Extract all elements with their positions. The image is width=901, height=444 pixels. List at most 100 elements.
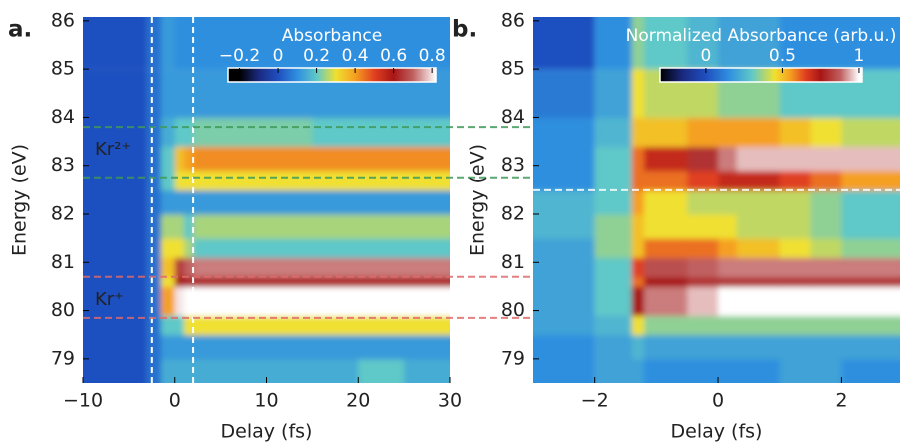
heatmap-cell	[631, 146, 645, 172]
heatmap-cell	[631, 334, 645, 360]
heatmap-cell	[193, 189, 222, 215]
heatmap-cell	[533, 189, 595, 215]
heatmap-cell	[594, 146, 633, 172]
heatmap-cell	[810, 189, 843, 215]
heatmap-cell	[810, 170, 843, 191]
x-tick-label: 20	[346, 390, 370, 412]
heatmap-cell	[358, 315, 405, 336]
heatmap-cell	[160, 276, 176, 288]
heatmap-cell	[174, 17, 185, 70]
x-tick-label: −10	[63, 390, 103, 412]
heatmap-cell	[174, 276, 185, 288]
heatmap-cell	[736, 257, 781, 278]
heatmap-cell	[687, 214, 719, 239]
heatmap-cell	[631, 170, 645, 191]
colorbar-title: Normalized Absorbance (arb.u.)	[626, 26, 897, 46]
plot-area	[533, 17, 900, 383]
heatmap-cell	[83, 69, 148, 119]
y-tick-label: 79	[51, 347, 75, 369]
heatmap-cell	[147, 238, 162, 259]
heatmap-cell	[736, 276, 781, 288]
heatmap-cell	[736, 17, 781, 70]
y-tick-label: 84	[501, 106, 525, 128]
heatmap-cell	[183, 286, 194, 317]
heatmap-cell	[358, 117, 405, 148]
heatmap-cell	[183, 170, 194, 191]
heatmap-cell	[779, 276, 812, 288]
ion-label: Kr⁺	[95, 289, 124, 310]
heatmap-cell	[174, 315, 185, 336]
heatmap-cell	[644, 238, 688, 259]
heatmap-cell	[266, 276, 313, 288]
heatmap-cell	[174, 146, 185, 172]
heatmap-cell	[687, 276, 719, 288]
heatmap-cell	[841, 334, 900, 360]
heatmap-cell	[718, 334, 738, 360]
heatmap-cell	[160, 334, 176, 360]
colorbar-tick-label: 0.6	[380, 46, 407, 66]
heatmap-cell	[718, 238, 738, 259]
heatmap-cell	[736, 334, 781, 360]
y-tick-label: 81	[501, 251, 525, 273]
heatmap-cell	[841, 276, 900, 288]
heatmap-cell	[687, 315, 719, 336]
heatmap-cell	[736, 214, 781, 239]
colorbar-tick-label: 0.2	[303, 46, 330, 66]
heatmap-cell	[266, 286, 313, 317]
y-axis-label: Energy (eV)	[9, 144, 31, 256]
heatmap-cell	[687, 170, 719, 191]
heatmap-cell	[644, 146, 688, 172]
heatmap-cell	[687, 286, 719, 317]
heatmap-cell	[404, 189, 450, 215]
heatmap-cell	[779, 170, 812, 191]
y-tick-label: 86	[501, 9, 525, 31]
y-tick-label: 80	[51, 299, 75, 321]
heatmap-cell	[83, 214, 148, 239]
heatmap-cell	[718, 117, 738, 148]
heatmap-cell	[594, 286, 633, 317]
heatmap-cell	[174, 358, 185, 383]
heatmap-cell	[404, 238, 450, 259]
heatmap-cell	[631, 276, 645, 288]
heatmap-cell	[779, 238, 812, 259]
heatmap-cell	[312, 276, 359, 288]
heatmap-cell	[220, 286, 268, 317]
heatmap-cell	[220, 358, 268, 383]
heatmap-cell	[687, 238, 719, 259]
heatmap-cell	[736, 170, 781, 191]
heatmap-cell	[810, 17, 843, 70]
y-tick-label: 83	[501, 154, 525, 176]
heatmap-cell	[644, 257, 688, 278]
heatmap-cell	[83, 276, 148, 288]
heatmap-cell	[220, 238, 268, 259]
heatmap-cell	[594, 170, 633, 191]
heatmap-cell	[644, 189, 688, 215]
x-tick-label: 10	[254, 390, 278, 412]
heatmap-cell	[174, 117, 185, 148]
heatmap-cell	[404, 257, 450, 278]
heatmap-cell	[183, 69, 194, 119]
heatmap-cell	[404, 358, 450, 383]
heatmap-cell	[83, 334, 148, 360]
heatmap-cell	[174, 69, 185, 119]
x-tick-label: 0	[712, 390, 724, 412]
heatmap-cell	[631, 69, 645, 119]
heatmap-cell	[160, 358, 176, 383]
heatmap-cell	[841, 17, 900, 70]
heatmap-cell	[687, 257, 719, 278]
heatmap-cell	[160, 214, 176, 239]
heatmap-cell	[183, 334, 194, 360]
heatmap-cell	[220, 257, 268, 278]
x-tick-label: 30	[438, 390, 462, 412]
heatmap-cell	[220, 214, 268, 239]
heatmap-cell	[83, 286, 148, 317]
heatmap-cell	[312, 170, 359, 191]
heatmap-cell	[644, 17, 688, 70]
heatmap-cell	[533, 276, 595, 288]
heatmap-cell	[358, 146, 405, 172]
heatmap-cell	[687, 146, 719, 172]
heatmap-cell	[736, 238, 781, 259]
heatmap-cell	[358, 170, 405, 191]
heatmap-cell	[736, 315, 781, 336]
heatmap-cell	[358, 189, 405, 215]
